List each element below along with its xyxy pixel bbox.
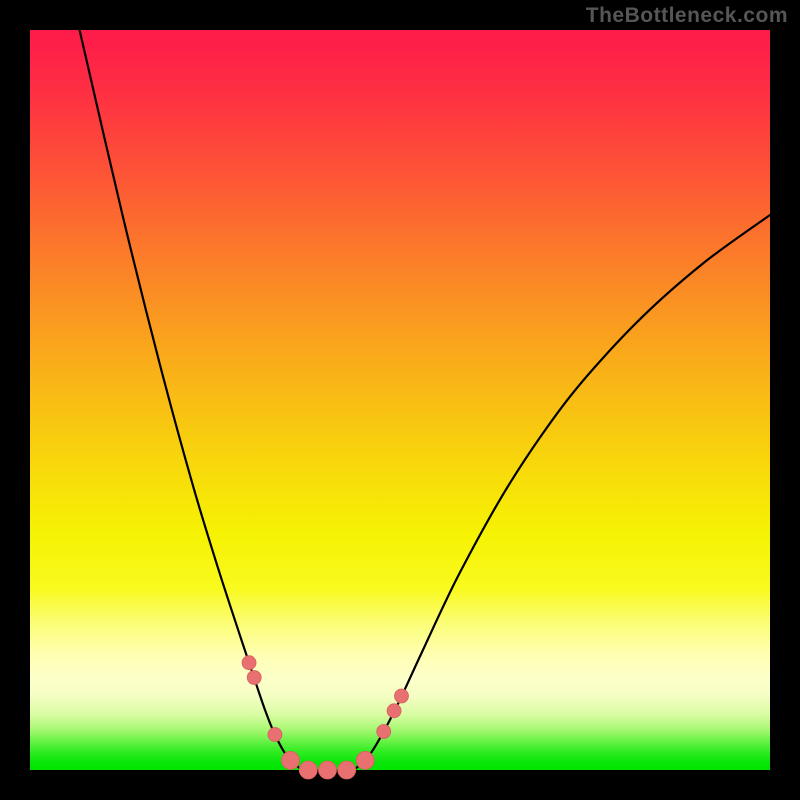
curve-marker xyxy=(299,761,317,779)
curve-marker xyxy=(318,761,336,779)
curve-marker xyxy=(268,727,282,741)
curve-marker xyxy=(247,671,261,685)
curve-marker xyxy=(394,689,408,703)
curve-marker xyxy=(242,656,256,670)
curve-marker xyxy=(387,704,401,718)
chart-container: TheBottleneck.com xyxy=(0,0,800,800)
curve-marker xyxy=(281,751,299,769)
watermark-text: TheBottleneck.com xyxy=(586,4,788,28)
curve-marker xyxy=(377,725,391,739)
curve-marker xyxy=(356,751,374,769)
bottleneck-chart xyxy=(0,0,800,800)
curve-marker xyxy=(338,761,356,779)
gradient-background xyxy=(30,30,770,770)
